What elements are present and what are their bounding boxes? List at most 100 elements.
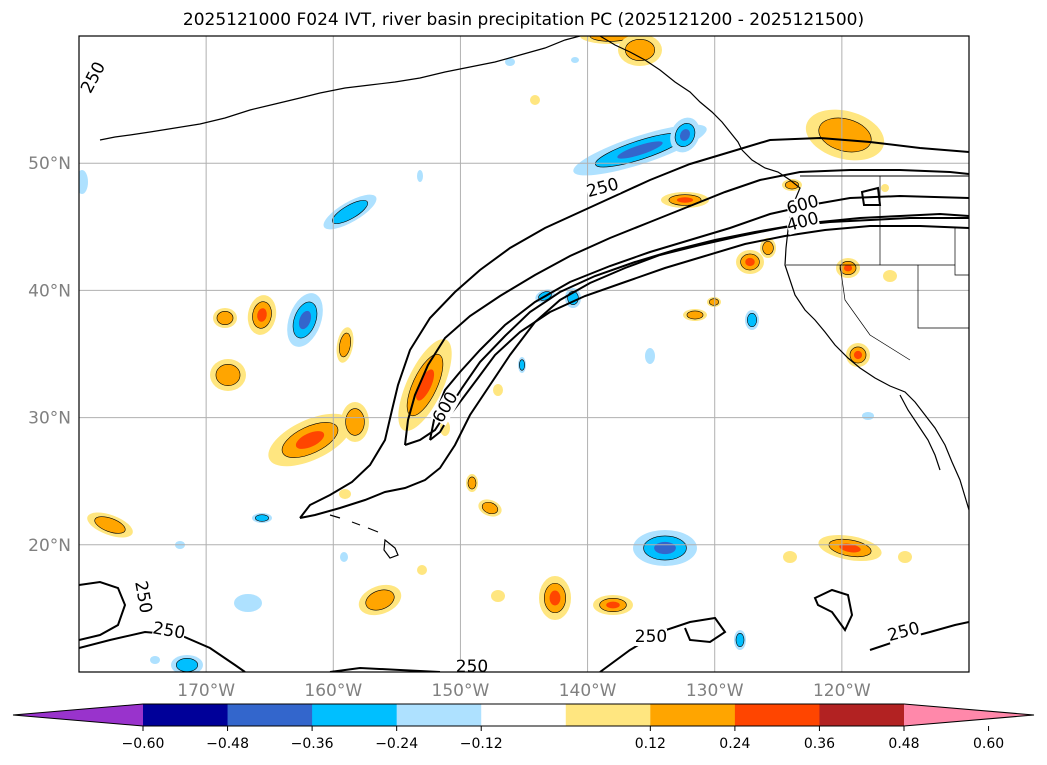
precip-blob-pos: [339, 489, 351, 499]
colorbar-segment: [819, 704, 905, 726]
colorbar-tick-label: −0.36: [291, 736, 334, 752]
precip-blob-pos: [336, 327, 354, 363]
precip-blob-pos: [846, 343, 870, 367]
precip-blob-level-1: [571, 57, 579, 63]
precip-blob-pos: [478, 499, 502, 517]
precip-blob-pos: [466, 474, 478, 492]
coastline-baja: [899, 394, 941, 471]
contour-label-bg: [635, 629, 667, 646]
contour-400: [404, 169, 969, 446]
precip-blob-level-1: [150, 656, 160, 664]
colorbar-tick-label: 0.60: [973, 736, 1004, 752]
precip-blob-level-1: [530, 95, 540, 105]
precip-blob-pos: [268, 413, 352, 467]
precip-blob-level-2: [467, 476, 477, 490]
precip-blob-level-1: [79, 170, 88, 194]
precip-blob-pos: [493, 384, 503, 396]
precip-blob-neg: [252, 513, 272, 523]
colorbar-tick-label: −0.60: [122, 736, 165, 752]
ivt-contours: [79, 136, 969, 672]
contour-label-bg: [585, 176, 621, 202]
contour-label: 250: [635, 627, 667, 647]
precip-blob-neg: [633, 530, 697, 566]
precip-blob-level-2: [215, 363, 241, 387]
colorbar-segment: [565, 704, 651, 726]
contour-600: [429, 194, 969, 441]
precip-blob-neg: [171, 655, 203, 672]
contour-label-bg: [456, 659, 488, 672]
colorbar-segment: [143, 704, 229, 726]
precip-blob-pos: [530, 95, 540, 105]
coastline-north-america-west: [741, 149, 969, 511]
colorbar-segment: [396, 704, 482, 726]
precip-blob-level-1: [645, 348, 655, 364]
contour-250-plume: [299, 136, 969, 519]
colorbar-extend-low: [13, 704, 143, 726]
precip-blob-level-1: [881, 184, 889, 192]
lat-label: 50°N: [28, 154, 71, 174]
precip-blob-neg: [150, 656, 160, 664]
precip-blob-level-1: [417, 565, 427, 575]
precip-blob-neg: [571, 57, 579, 63]
precip-blob-level-2: [175, 657, 199, 672]
contour-label-bg: [785, 210, 821, 236]
precip-blob-pos: [707, 297, 721, 307]
precip-blob-pos: [898, 551, 912, 563]
precip-blob-level-3: [549, 590, 561, 606]
precip-blob-pos: [760, 238, 776, 258]
precip-blob-level-2: [345, 408, 365, 436]
lon-label: 160°W: [304, 681, 362, 701]
precip-blob-pos: [539, 576, 571, 620]
precip-blob-pos: [213, 308, 237, 328]
precip-blob-level-1: [505, 58, 515, 66]
coastline-hawaii: [329, 514, 399, 559]
precip-blob-pos: [247, 295, 277, 335]
contour-250-southeast-2: [869, 621, 969, 651]
precip-blob-pos: [491, 590, 505, 602]
precip-blob-level-3: [679, 129, 691, 141]
contour-250-southeast: [813, 588, 854, 632]
colorbar: [12, 703, 1035, 727]
precip-blob-level-3: [617, 141, 663, 159]
precip-blob-level-1: [339, 489, 351, 499]
map-frame: [78, 35, 970, 673]
precip-blob-level-2: [735, 632, 745, 647]
colorbar-segment: [650, 704, 736, 726]
lat-label: 30°N: [28, 409, 71, 429]
precip-blob-neg: [323, 194, 377, 230]
precip-blob-level-3: [745, 257, 755, 267]
precip-blob-level-1: [417, 170, 423, 182]
lat-label: 20°N: [28, 536, 71, 556]
precip-blob-level-3: [298, 310, 312, 330]
map-title: 2025121000 F024 IVT, river basin precipi…: [182, 10, 865, 30]
lon-label: 150°W: [432, 681, 490, 701]
coastline-alaska-south: [599, 36, 743, 151]
precip-blob-neg: [340, 552, 348, 562]
precip-blob-level-2: [94, 516, 126, 534]
precip-blob-pos: [881, 184, 889, 192]
colorbar-tick-label: 0.48: [888, 736, 919, 752]
latitude-labels: 20°N 30°N 40°N 50°N: [28, 154, 71, 556]
precip-blob-level-2: [216, 310, 234, 325]
precip-blob-pos: [805, 109, 885, 161]
colorbar-tick-label: 0.36: [804, 736, 835, 752]
precip-blob-pos: [618, 36, 662, 66]
precip-blob-level-2: [339, 332, 351, 358]
precip-blob-level-3: [654, 541, 676, 555]
longitude-labels: 170°W 160°W 150°W 140°W 130°W 120°W: [177, 681, 871, 701]
colorbar-extend-high: [904, 704, 1034, 726]
precip-blob-pos: [593, 595, 633, 615]
precip-blob-pos: [341, 402, 369, 442]
contour-600-south: [429, 225, 969, 441]
precip-blob-pos: [782, 179, 802, 191]
precip-blob-level-2: [481, 501, 499, 515]
precip-blob-neg: [734, 630, 746, 650]
precip-blob-level-2: [747, 312, 757, 327]
precip-blob-pos: [818, 534, 882, 562]
precip-blob-level-2: [686, 310, 704, 320]
colorbar-tick-label: −0.24: [375, 736, 418, 752]
lon-label: 120°W: [813, 681, 871, 701]
colorbar-segment: [481, 704, 567, 726]
contour-label-bg: [79, 59, 110, 97]
